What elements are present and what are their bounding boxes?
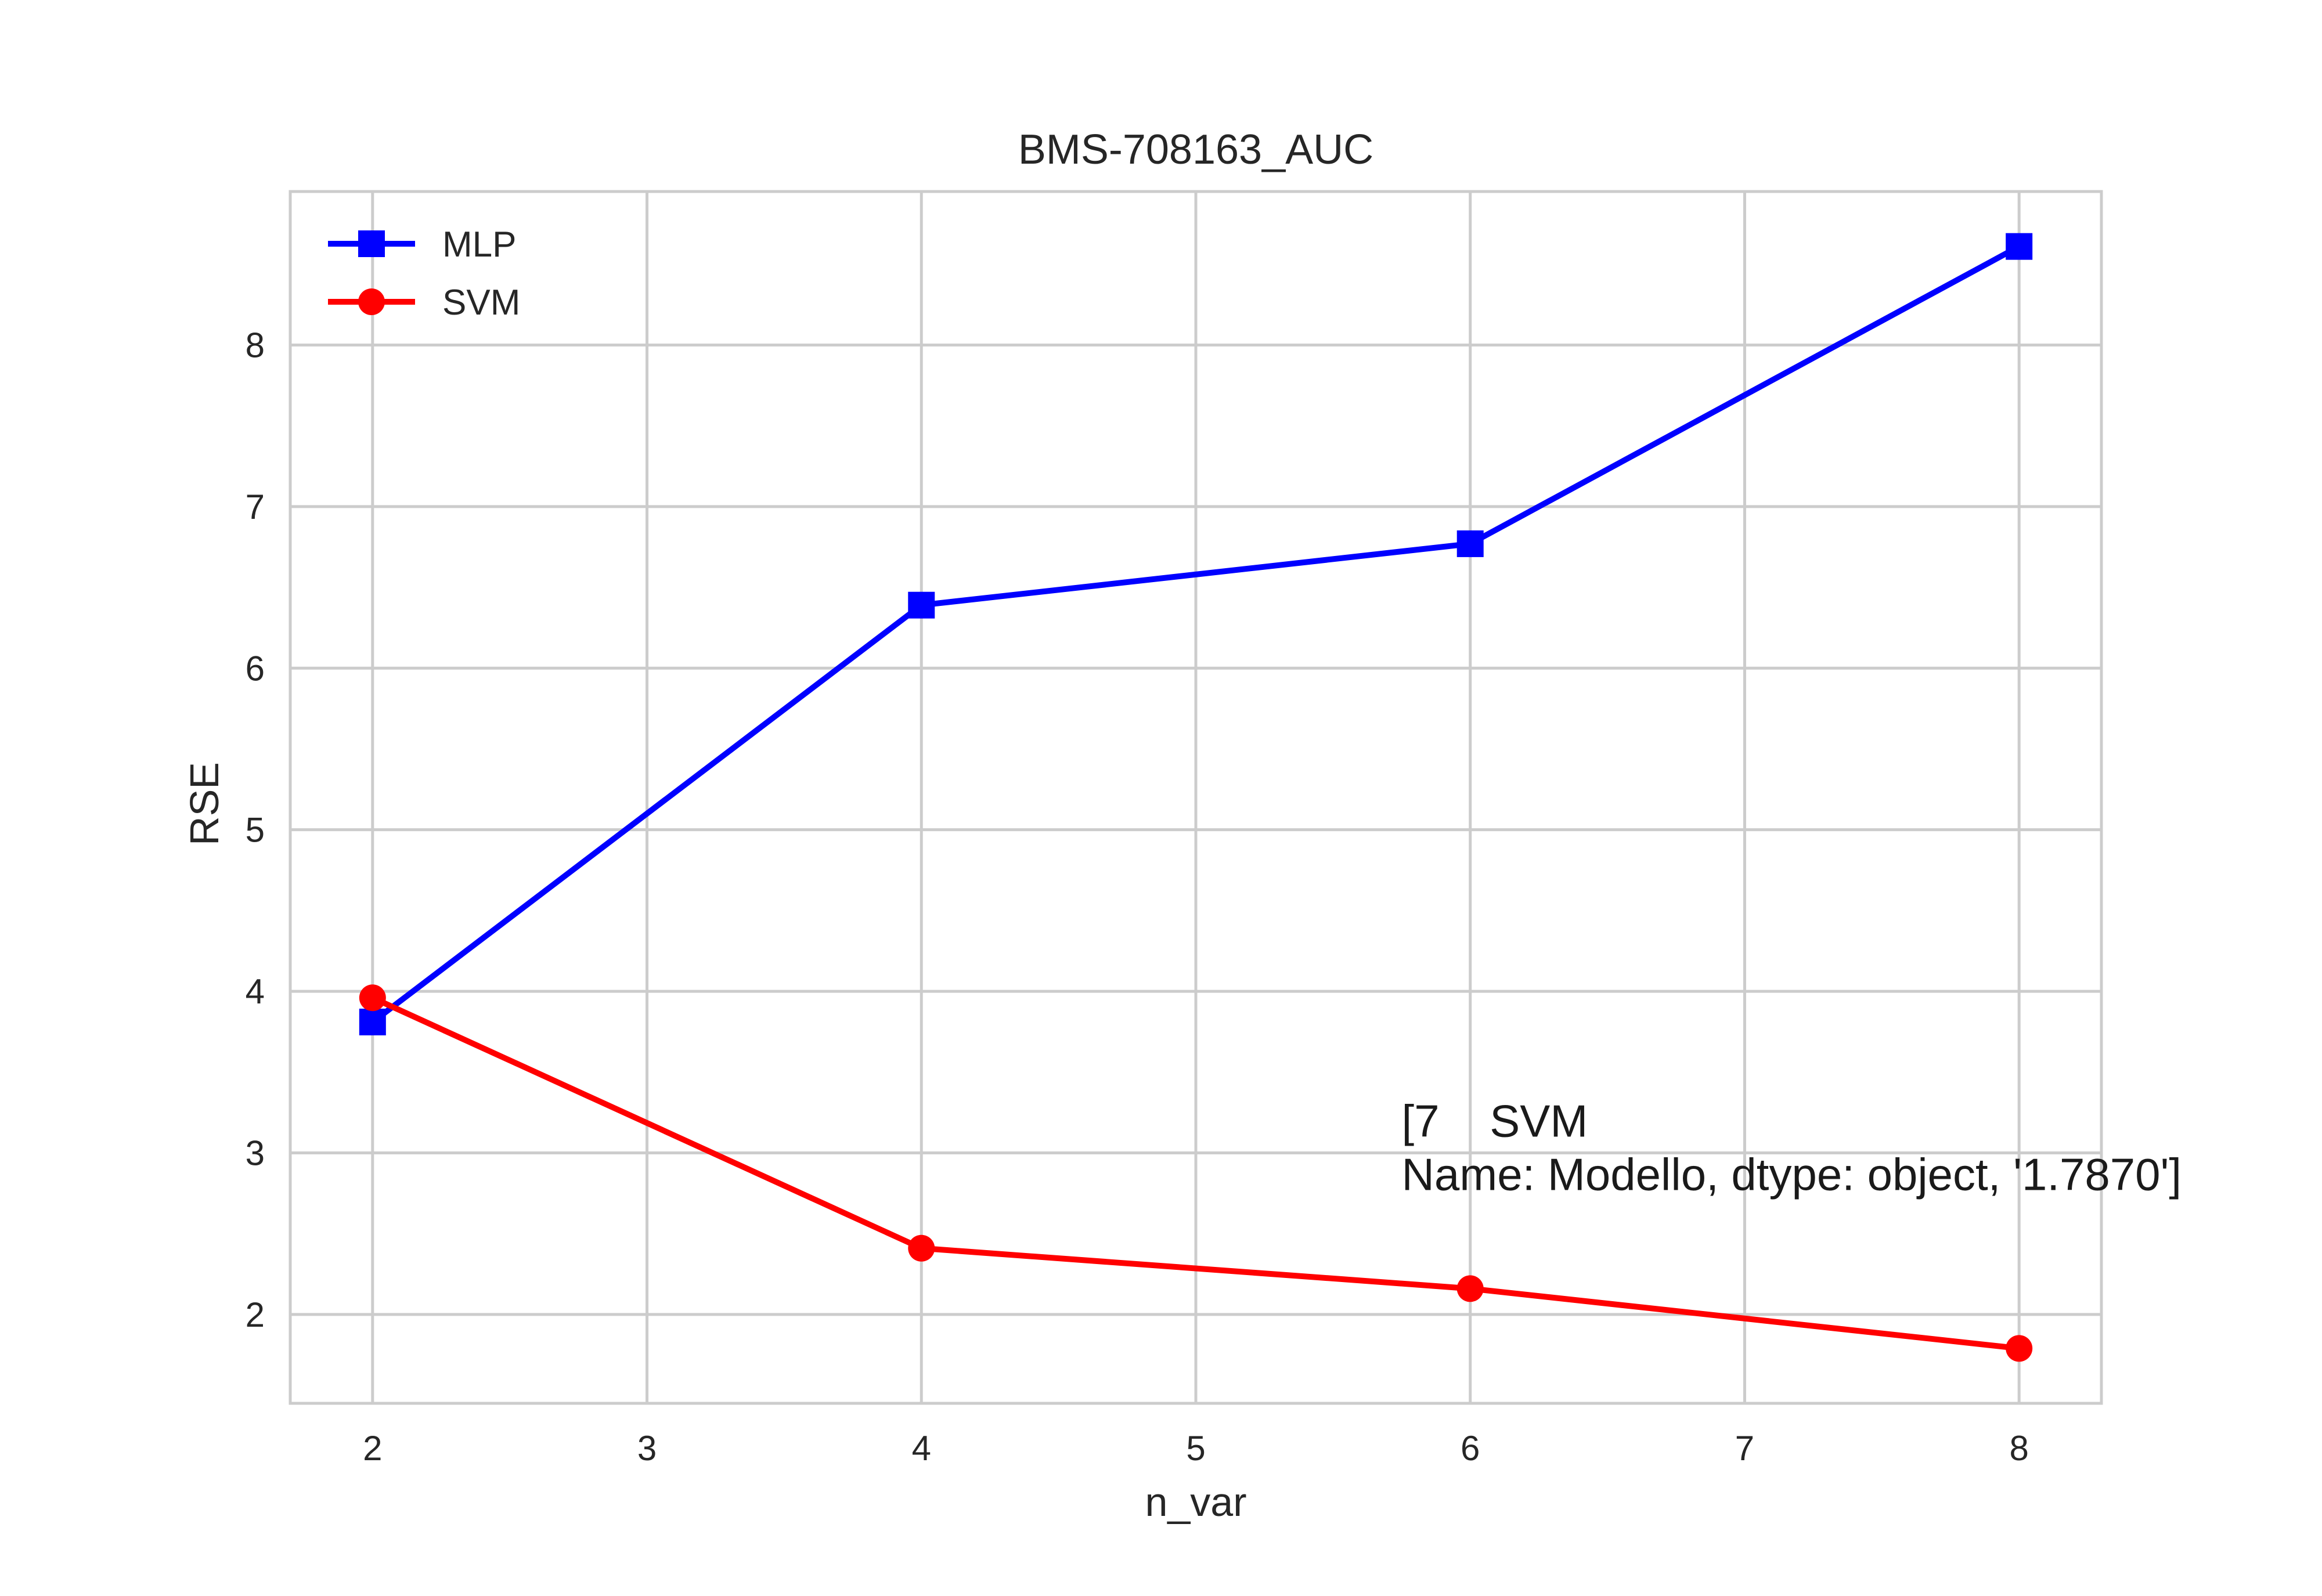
y-tick-label: 5: [246, 811, 265, 850]
x-tick-label: 2: [363, 1429, 382, 1468]
x-axis-label: n_var: [1145, 1479, 1246, 1525]
mlp-point: [359, 1008, 386, 1035]
y-tick-label: 7: [246, 488, 265, 526]
legend-swatch-marker: [358, 288, 385, 315]
svm-point: [359, 984, 386, 1012]
series-mlp: [359, 233, 2033, 1035]
x-tick-label: 3: [637, 1429, 657, 1468]
x-tick-label: 5: [1186, 1429, 1205, 1468]
chart-title: BMS-708163_AUC: [1018, 127, 1373, 173]
mlp-point: [908, 591, 935, 619]
legend-label: SVM: [442, 283, 520, 323]
legend: MLP SVM: [328, 225, 520, 323]
svm-point: [1456, 1275, 1484, 1302]
y-tick-label: 4: [246, 972, 265, 1011]
y-tick-label: 2: [246, 1295, 265, 1334]
annotation-line: [7 SVM: [1402, 1096, 1588, 1147]
y-tick-label: 8: [246, 326, 265, 364]
mlp-line: [370, 244, 2021, 1024]
mlp-point: [2006, 233, 2033, 260]
series-svm: [359, 984, 2033, 1362]
x-tick-label: 4: [912, 1429, 931, 1468]
y-tick-label: 3: [246, 1133, 265, 1172]
legend-swatch-marker: [358, 230, 385, 257]
x-tick-label: 6: [1461, 1429, 1480, 1468]
svm-line: [371, 995, 2020, 1352]
x-tick-label: 7: [1735, 1429, 1754, 1468]
svm-point: [908, 1234, 935, 1262]
plot-area-frame: [289, 190, 2103, 1405]
mlp-point: [1456, 530, 1484, 557]
annotation-line: Name: Modello, dtype: object, '1.7870']: [1402, 1149, 2182, 1200]
y-tick-label: 6: [246, 649, 265, 688]
x-tick-label: 8: [2009, 1429, 2028, 1468]
y-axis-label: RSE: [182, 762, 227, 846]
legend-item-svm: SVM: [328, 283, 520, 323]
svm-point: [2006, 1335, 2033, 1362]
legend-label: MLP: [442, 225, 516, 265]
legend-item-mlp: MLP: [328, 225, 516, 265]
